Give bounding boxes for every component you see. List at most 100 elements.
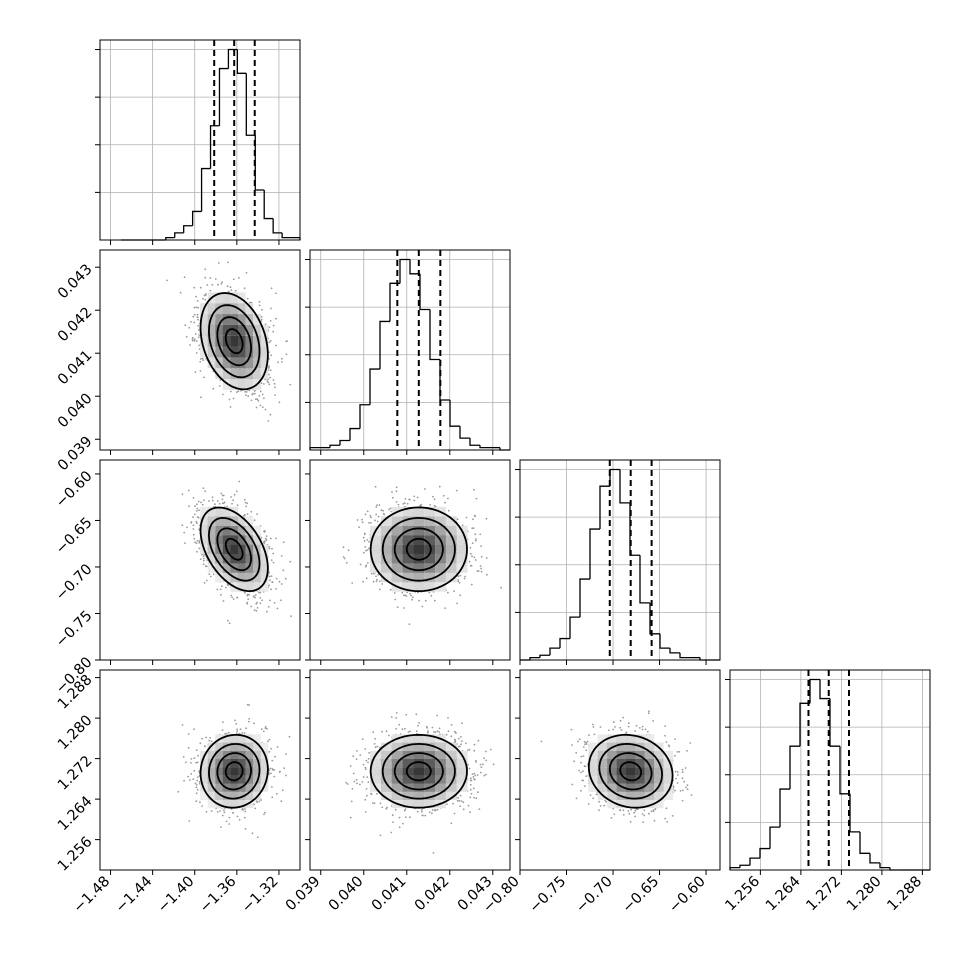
scatter-point [271, 581, 274, 583]
scatter-point [428, 591, 431, 594]
scatter-point [183, 276, 186, 279]
histogram-bin [569, 616, 580, 639]
histogram-bin [659, 633, 670, 649]
density-cell [402, 544, 414, 554]
scatter-point [459, 594, 462, 597]
density-cell [222, 346, 231, 358]
scatter-point [290, 615, 292, 617]
panel-frame [309, 249, 511, 451]
density-cell [215, 346, 223, 358]
scatter-point [214, 503, 216, 506]
scatter-point [362, 536, 365, 539]
scatter-point [244, 391, 247, 393]
scatter-point [216, 588, 219, 591]
density-cell [222, 324, 231, 336]
scatter-point [369, 522, 372, 524]
scatter-point [513, 562, 515, 564]
scatter-point [187, 489, 190, 492]
scatter-point [457, 580, 460, 583]
scatter-point [196, 550, 198, 553]
density-cell [215, 314, 223, 325]
density-cell [260, 554, 269, 564]
scatter-point [195, 542, 198, 545]
scatter-point [433, 498, 436, 501]
scatter-panel-2-1 [305, 459, 515, 665]
histogram-bin [399, 258, 410, 284]
density-cell [402, 582, 414, 592]
histogram-bin [227, 48, 238, 69]
density-cell [413, 506, 425, 517]
scatter-point [204, 298, 207, 301]
scatter-point [214, 278, 217, 280]
scatter-point [368, 522, 370, 524]
scatter-point [413, 499, 416, 502]
density-cell [238, 516, 246, 526]
scatter-point [438, 485, 441, 488]
scatter-point [185, 335, 188, 338]
scatter-point [250, 510, 253, 513]
scatter-point [181, 493, 184, 496]
scatter-point [375, 580, 378, 583]
density-cell [435, 572, 446, 583]
histogram-bin [529, 656, 540, 660]
scatter-point [217, 283, 219, 286]
contour-line [369, 506, 468, 593]
density-cell [391, 525, 403, 536]
scatter-point [282, 541, 285, 544]
scatter-point [261, 406, 264, 408]
density-cell [215, 535, 223, 545]
scatter-point [253, 595, 255, 597]
scatter-point [190, 521, 193, 523]
scatter-point [456, 602, 458, 605]
density-cell [380, 516, 392, 526]
scatter-point [351, 582, 354, 584]
density-cell [456, 554, 468, 564]
scatter-point [211, 283, 214, 286]
scatter-point [212, 387, 215, 390]
scatter-point [424, 488, 426, 490]
scatter-point [403, 607, 405, 609]
scatter-point [246, 594, 249, 597]
density-cell [253, 346, 261, 358]
density-cell [222, 525, 231, 536]
scatter-point [365, 549, 367, 552]
scatter-point [258, 300, 261, 303]
scatter-point [480, 570, 483, 573]
scatter-point [237, 390, 240, 392]
scatter-point [363, 540, 366, 542]
density-cell [215, 554, 223, 564]
scatter-point [375, 575, 377, 578]
scatter-point [263, 530, 265, 533]
density-cell [391, 516, 403, 526]
scatter-point [195, 295, 197, 298]
density-cell [380, 572, 392, 583]
scatter-point [429, 504, 432, 506]
scatter-point [268, 584, 270, 587]
density-cell [253, 582, 261, 592]
scatter-point [459, 574, 462, 577]
scatter-point [260, 315, 263, 318]
scatter-point [280, 583, 283, 585]
histogram-bin [879, 862, 890, 869]
histogram-bin [639, 555, 650, 604]
density-cell [207, 506, 216, 517]
scatter-point [267, 606, 270, 608]
scatter-point [356, 519, 359, 521]
scatter-point [223, 501, 226, 504]
scatter-point [189, 344, 191, 346]
density-cell [238, 346, 246, 358]
histogram-bin [779, 788, 790, 828]
scatter-point [376, 504, 378, 506]
histogram-bin [174, 232, 184, 238]
density-cell [230, 314, 238, 325]
scatter-point [220, 492, 223, 495]
scatter-point [269, 579, 271, 581]
density-cell [370, 544, 381, 554]
scatter-point [193, 338, 196, 340]
scatter-point [243, 514, 245, 517]
density-cell [413, 525, 425, 536]
scatter-point [272, 324, 275, 327]
scatter-point [227, 261, 230, 264]
scatter-point [231, 596, 234, 599]
scatter-point [389, 507, 392, 510]
